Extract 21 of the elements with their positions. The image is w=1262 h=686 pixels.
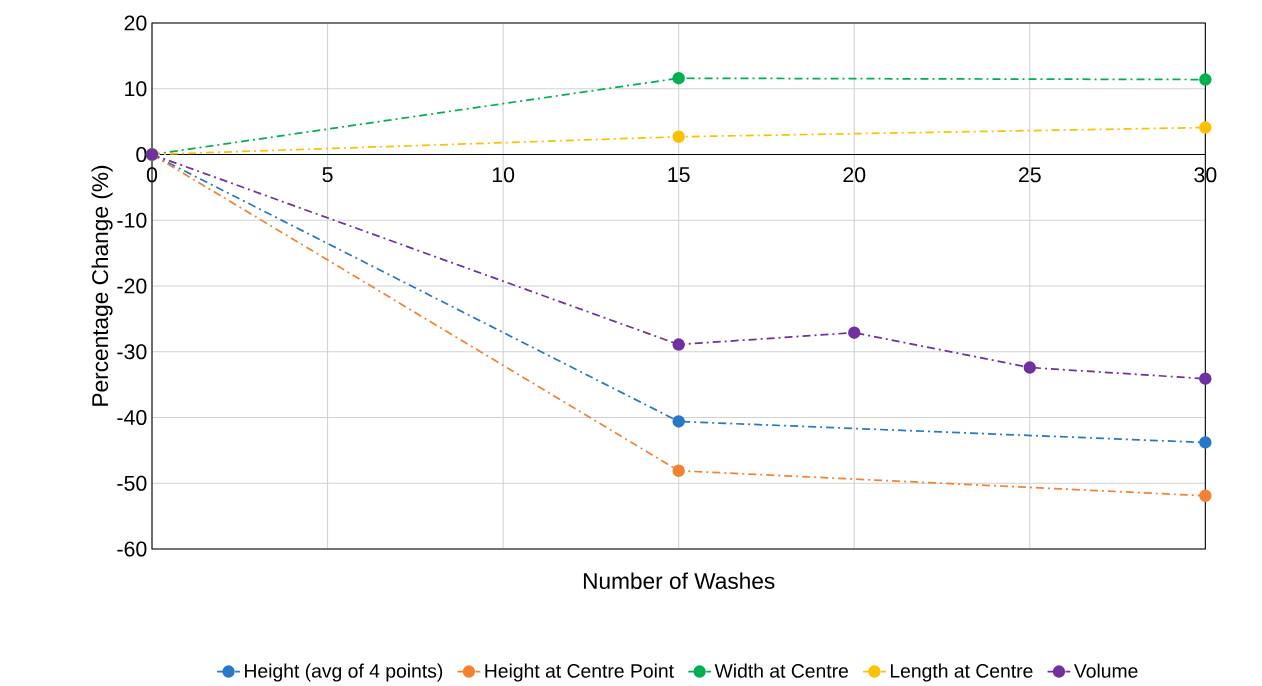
legend-label: Width at Centre xyxy=(714,663,848,678)
x-axis-title: Number of Washes xyxy=(583,572,775,590)
x-tick-label: 15 xyxy=(668,167,690,183)
y-tick-label: -50 xyxy=(117,475,147,491)
y-tick-label: 0 xyxy=(136,146,147,163)
y-tick-label: -30 xyxy=(117,344,147,360)
x-tick-label: 5 xyxy=(322,167,333,183)
legend-label: Height at Centre Point xyxy=(485,663,674,682)
y-tick-label: -40 xyxy=(117,409,147,426)
y-tick-label: 20 xyxy=(124,15,147,31)
y-tick-label: -60 xyxy=(117,541,147,557)
y-tick-label: 10 xyxy=(125,81,147,97)
y-tick-label: -10 xyxy=(117,212,147,228)
y-tick-label: -20 xyxy=(117,278,147,294)
x-tick-label: 10 xyxy=(492,167,515,183)
legend-label: Height (avg of 4 points) xyxy=(245,663,443,682)
legend-label: Length at Centre xyxy=(890,663,1033,682)
legend-label: Volume xyxy=(1073,663,1138,678)
y-axis-title: Percentage Change (%) xyxy=(91,165,113,406)
x-tick-label: 25 xyxy=(1018,167,1041,183)
x-tick-label: 20 xyxy=(843,167,866,183)
